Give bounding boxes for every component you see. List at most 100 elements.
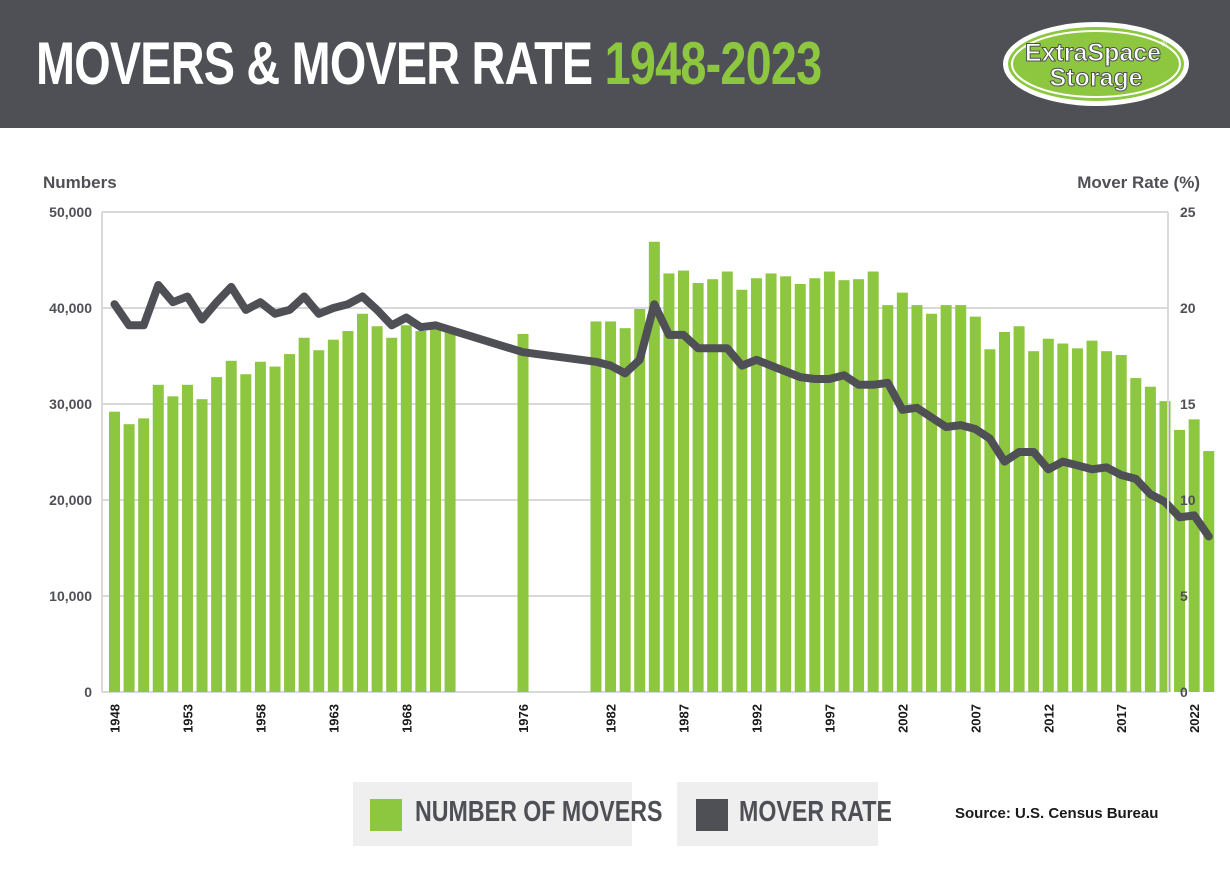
x-tick-label: 1987: [677, 704, 692, 733]
mover-bar: [429, 328, 441, 692]
extra-space-storage-logo: ExtraSpace ® Storage: [1003, 22, 1189, 106]
mover-bar: [254, 361, 266, 692]
mover-bar: [940, 305, 952, 692]
logo-mark: ®: [1161, 39, 1167, 48]
mover-bar: [386, 337, 398, 692]
mover-bar: [269, 366, 281, 692]
mover-bar: [371, 326, 383, 692]
x-tick-label: 2017: [1114, 704, 1129, 733]
mover-bar: [853, 279, 865, 692]
mover-bar: [619, 328, 631, 692]
x-tick-label: 1968: [399, 704, 414, 733]
mover-bar: [1115, 355, 1127, 692]
right-tick-label: 10: [1180, 492, 1196, 508]
x-tick-label: 2012: [1041, 704, 1056, 733]
left-tick-label: 10,000: [49, 588, 92, 604]
mover-bar: [517, 333, 529, 692]
mover-bar: [1159, 401, 1171, 692]
x-tick-label: 1948: [108, 704, 123, 733]
movers-chart: 010,00020,00030,00040,00050,000051015202…: [43, 173, 1215, 733]
legend-movers-swatch: [370, 799, 402, 831]
movers-bars: [109, 241, 1215, 692]
right-tick-label: 0: [1180, 684, 1188, 700]
right-tick-label: 20: [1180, 300, 1196, 316]
mover-bar: [780, 276, 792, 692]
mover-bar: [284, 354, 296, 692]
logo-line1: ExtraSpace: [1025, 39, 1161, 67]
mover-bar: [138, 418, 150, 692]
legend-rate-swatch: [696, 799, 728, 831]
x-tick-label: 2007: [968, 704, 983, 733]
mover-bar: [896, 292, 908, 692]
mover-bar: [1086, 340, 1098, 692]
mover-bar: [327, 339, 339, 692]
mover-bar: [736, 289, 748, 692]
right-tick-label: 5: [1180, 588, 1188, 604]
mover-bar: [1203, 451, 1215, 692]
mover-bar: [1130, 378, 1142, 692]
mover-bar: [152, 384, 164, 692]
mover-bar: [1174, 429, 1186, 692]
x-tick-label: 2002: [895, 704, 910, 733]
mover-bar: [240, 374, 252, 692]
mover-bar: [882, 305, 894, 692]
mover-bar: [342, 331, 354, 692]
mover-bar: [1057, 343, 1069, 692]
mover-bar: [1042, 338, 1054, 692]
right-tick-label: 15: [1180, 396, 1196, 412]
x-tick-label: 1958: [253, 704, 268, 733]
mover-bar: [663, 273, 675, 692]
mover-bar: [911, 305, 923, 692]
mover-bar: [765, 273, 777, 692]
mover-bar: [750, 278, 762, 692]
left-tick-label: 40,000: [49, 300, 92, 316]
mover-bar: [298, 337, 310, 692]
mover-bar: [123, 424, 135, 692]
mover-bar: [313, 350, 325, 692]
mover-bar: [984, 349, 996, 692]
right-axis-title: Mover Rate (%): [1077, 173, 1200, 192]
mover-bar: [823, 271, 835, 692]
mover-bar: [648, 241, 660, 692]
mover-bar: [605, 321, 617, 692]
mover-bar: [794, 284, 806, 692]
mover-bar: [1101, 351, 1113, 692]
mover-bar: [838, 280, 850, 692]
mover-bar: [167, 396, 179, 692]
x-tick-label: 1976: [516, 704, 531, 733]
title-years: 1948-2023: [604, 30, 823, 97]
mover-bar: [998, 332, 1010, 692]
x-tick-label: 1997: [822, 704, 837, 733]
mover-bar: [1028, 351, 1040, 692]
x-tick-label: 1992: [749, 704, 764, 733]
x-tick-label: 1953: [180, 704, 195, 733]
title-main: MOVERS & MOVER RATE: [36, 30, 605, 97]
legend-movers-label: NUMBER OF MOVERS: [415, 796, 663, 828]
mover-bar: [721, 271, 733, 692]
mover-bar: [444, 331, 456, 692]
left-axis-title: Numbers: [43, 173, 117, 192]
mover-rate-line: [110, 281, 1213, 541]
mover-bar: [109, 411, 120, 692]
x-tick-label: 1982: [604, 704, 619, 733]
axes: 010,00020,00030,00040,00050,000051015202…: [49, 204, 1202, 733]
mover-bar: [1071, 348, 1083, 692]
mover-bar: [415, 331, 427, 692]
x-tick-label: 2022: [1187, 704, 1202, 733]
mover-bar: [1013, 326, 1025, 692]
source-note: Source: U.S. Census Bureau: [955, 805, 1159, 822]
mover-bar: [926, 313, 938, 692]
mover-bar: [357, 313, 369, 692]
legend-movers: NUMBER OF MOVERS: [353, 782, 662, 846]
right-tick-label: 25: [1180, 204, 1196, 220]
mover-bar: [955, 305, 967, 692]
mover-bar: [181, 384, 193, 692]
mover-bar: [225, 360, 237, 692]
mover-bar: [590, 321, 602, 692]
mover-bar: [809, 278, 821, 692]
legend-rate-label: MOVER RATE: [739, 796, 892, 828]
mover-bar: [692, 283, 704, 692]
legend-rate: MOVER RATE: [677, 782, 892, 846]
x-tick-label: 1963: [326, 704, 341, 733]
mover-bar: [400, 325, 412, 692]
